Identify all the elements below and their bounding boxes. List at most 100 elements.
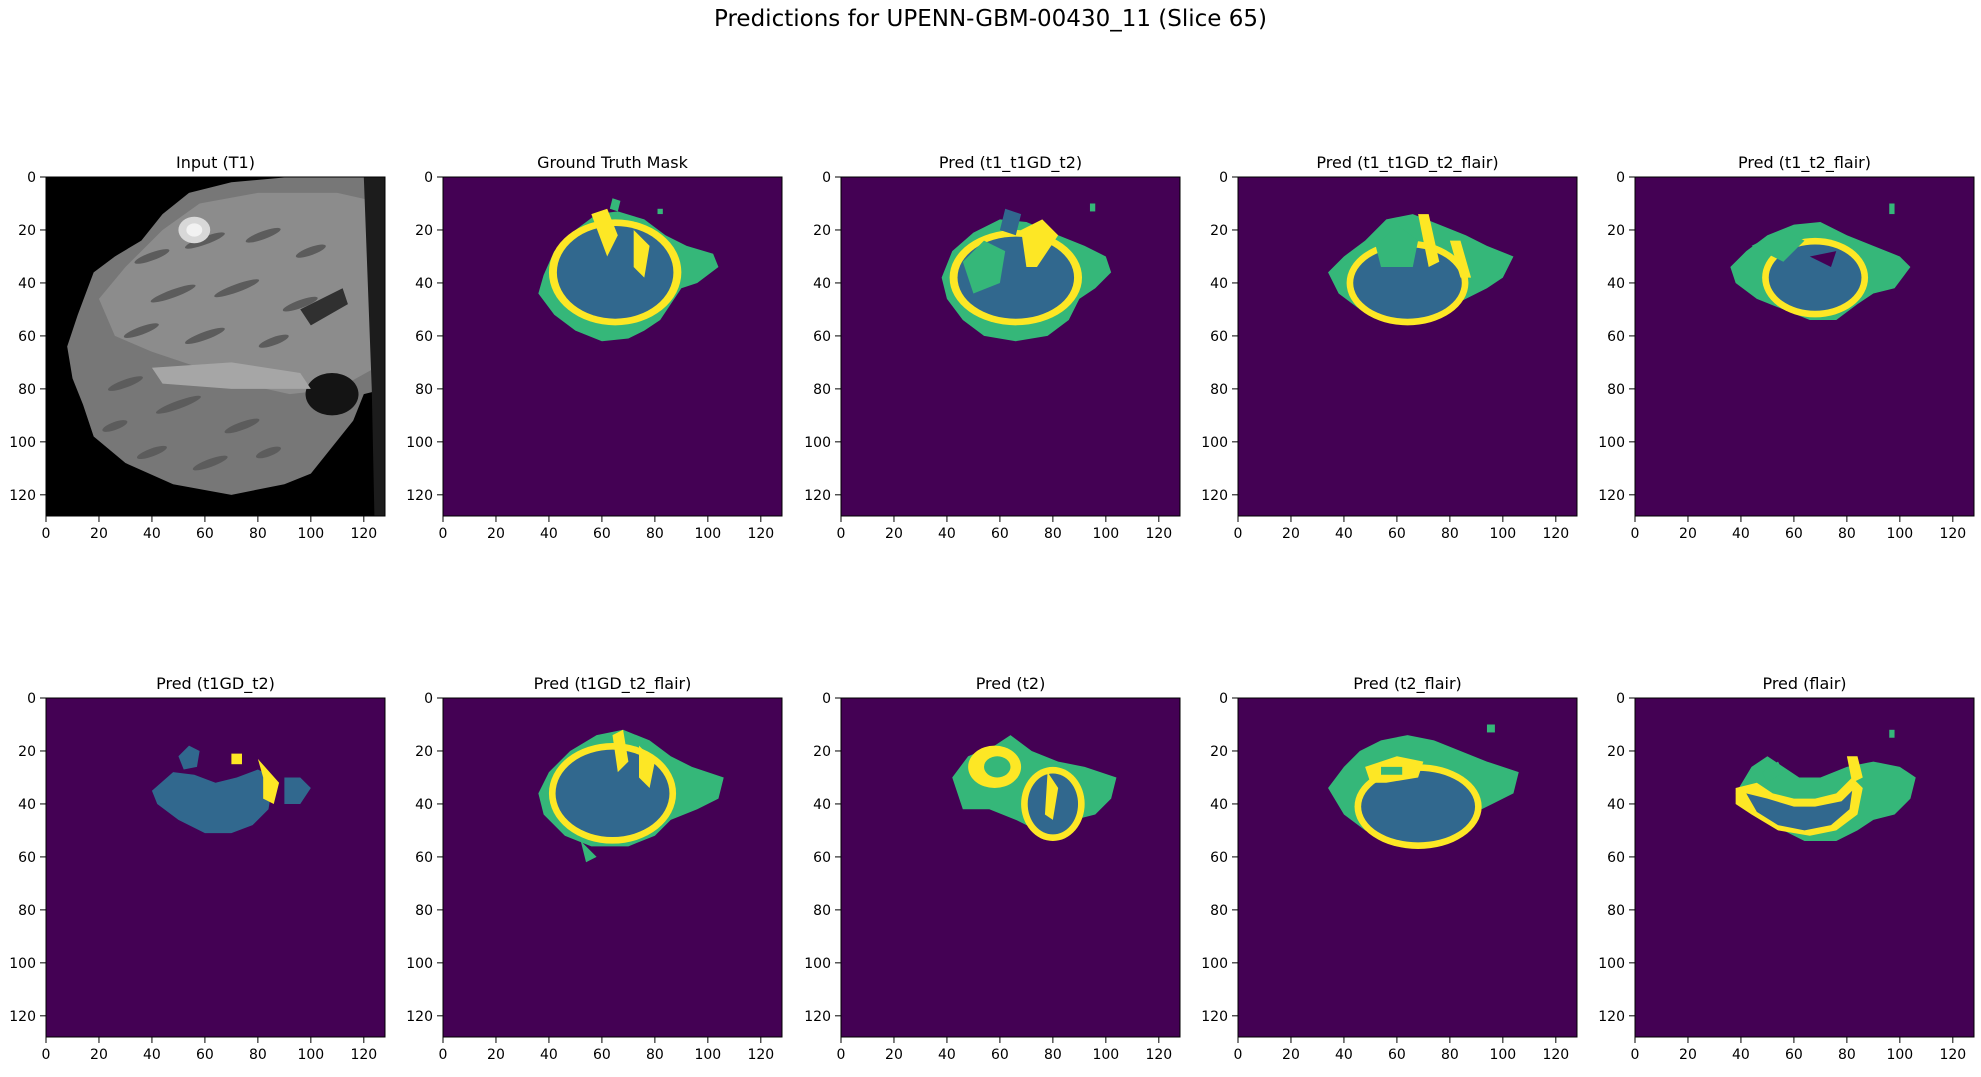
y-tick-label: 120 bbox=[804, 488, 831, 504]
x-tick-label: 80 bbox=[1044, 1047, 1062, 1063]
x-tick-label: 80 bbox=[1838, 1047, 1856, 1063]
panel-image: 0 20 40 60 80 100 120 0 20 40 60 80 100 120 bbox=[406, 691, 783, 1063]
y-tick-label: 40 bbox=[415, 276, 433, 292]
x-tick-label: 0 bbox=[837, 1047, 846, 1063]
x-tick-label: 60 bbox=[196, 1047, 214, 1063]
panel-title: Pred (t2) bbox=[975, 674, 1046, 693]
y-tick-label: 40 bbox=[415, 797, 433, 813]
axes-frame bbox=[1634, 176, 1975, 517]
x-tick-label: 60 bbox=[1388, 526, 1406, 542]
x-tick-label: 0 bbox=[837, 526, 846, 542]
x-tick-label: 120 bbox=[1939, 1047, 1966, 1063]
x-tick-label: 120 bbox=[350, 526, 377, 542]
y-tick-label: 100 bbox=[9, 956, 36, 972]
x-tick-label: 40 bbox=[143, 526, 161, 542]
y-tick-label: 60 bbox=[1607, 329, 1625, 345]
y-tick-label: 40 bbox=[18, 276, 36, 292]
y-tick-label: 0 bbox=[1219, 170, 1228, 186]
y-tick-label: 60 bbox=[1210, 329, 1228, 345]
x-tick-label: 120 bbox=[1145, 526, 1172, 542]
y-tick-label: 120 bbox=[406, 1009, 433, 1025]
x-tick-label: 100 bbox=[297, 1047, 324, 1063]
x-tick-label: 60 bbox=[593, 526, 611, 542]
x-tick-label: 20 bbox=[885, 526, 903, 542]
y-tick-label: 80 bbox=[1607, 903, 1625, 919]
x-tick-label: 0 bbox=[1234, 1047, 1243, 1063]
x-tick-label: 20 bbox=[1282, 526, 1300, 542]
image-content bbox=[841, 698, 1180, 1037]
image-content bbox=[443, 177, 782, 516]
x-tick-label: 20 bbox=[1679, 1047, 1697, 1063]
x-tick-label: 20 bbox=[487, 526, 505, 542]
x-tick-label: 100 bbox=[1092, 1047, 1119, 1063]
image-content bbox=[1238, 698, 1577, 1037]
y-tick-label: 20 bbox=[415, 223, 433, 239]
x-tick-label: 80 bbox=[646, 526, 664, 542]
panel-title: Pred (t2_flair) bbox=[1353, 674, 1462, 693]
panel-image: 0 20 40 60 80 100 120 0 20 40 60 80 100 120 bbox=[804, 170, 1181, 542]
x-tick-label: 0 bbox=[1234, 526, 1243, 542]
x-tick-label: 120 bbox=[1145, 1047, 1172, 1063]
y-tick-label: 40 bbox=[813, 276, 831, 292]
x-tick-label: 60 bbox=[991, 1047, 1009, 1063]
y-tick-label: 20 bbox=[1607, 744, 1625, 760]
y-tick-label: 0 bbox=[1616, 170, 1625, 186]
panel-title: Pred (flair) bbox=[1762, 674, 1847, 693]
x-tick-label: 80 bbox=[1838, 526, 1856, 542]
y-tick-label: 60 bbox=[18, 850, 36, 866]
panel-image: 0 20 40 60 80 100 120 0 20 40 60 80 100 120 bbox=[1201, 170, 1578, 542]
panel-title: Pred (t1GD_t2) bbox=[156, 674, 275, 693]
x-tick-label: 100 bbox=[1489, 1047, 1516, 1063]
x-tick-label: 40 bbox=[1335, 1047, 1353, 1063]
axes-frame bbox=[1237, 697, 1578, 1038]
panel-image: 0 20 40 60 80 100 120 0 20 40 60 80 100 120 bbox=[804, 691, 1181, 1063]
y-tick-label: 100 bbox=[804, 956, 831, 972]
y-tick-label: 20 bbox=[1210, 744, 1228, 760]
y-tick-label: 80 bbox=[813, 382, 831, 398]
y-tick-label: 60 bbox=[1607, 850, 1625, 866]
y-tick-label: 20 bbox=[1607, 223, 1625, 239]
y-tick-label: 20 bbox=[18, 744, 36, 760]
y-tick-label: 0 bbox=[27, 691, 36, 707]
axes-frame bbox=[442, 697, 783, 1038]
panel-image: 0 20 40 60 80 100 120 0 20 40 60 80 100 120 bbox=[9, 691, 386, 1063]
y-tick-label: 100 bbox=[804, 435, 831, 451]
y-tick-label: 0 bbox=[1219, 691, 1228, 707]
y-tick-label: 40 bbox=[1607, 276, 1625, 292]
x-tick-label: 100 bbox=[1489, 526, 1516, 542]
x-tick-label: 0 bbox=[42, 526, 51, 542]
x-tick-label: 40 bbox=[1732, 1047, 1750, 1063]
panel-image: 0 20 40 60 80 100 120 0 20 40 60 80 100 120 bbox=[9, 170, 386, 542]
image-content bbox=[443, 698, 782, 1037]
x-tick-label: 60 bbox=[593, 1047, 611, 1063]
image-content bbox=[46, 177, 385, 516]
x-tick-label: 80 bbox=[1044, 526, 1062, 542]
x-tick-label: 80 bbox=[1441, 526, 1459, 542]
axes-frame bbox=[45, 697, 386, 1038]
x-tick-label: 100 bbox=[1886, 1047, 1913, 1063]
y-tick-label: 120 bbox=[406, 488, 433, 504]
x-tick-label: 20 bbox=[1679, 526, 1697, 542]
y-tick-label: 20 bbox=[813, 744, 831, 760]
x-tick-label: 80 bbox=[249, 1047, 267, 1063]
y-tick-label: 120 bbox=[1598, 1009, 1625, 1025]
y-tick-label: 100 bbox=[1201, 435, 1228, 451]
y-tick-label: 20 bbox=[18, 223, 36, 239]
panel-title: Pred (t1_t1GD_t2) bbox=[938, 153, 1083, 172]
panel-image: 0 20 40 60 80 100 120 0 20 40 60 80 100 120 bbox=[1598, 691, 1975, 1063]
y-tick-label: 120 bbox=[1201, 488, 1228, 504]
x-tick-label: 20 bbox=[1282, 1047, 1300, 1063]
x-tick-label: 80 bbox=[1441, 1047, 1459, 1063]
x-tick-label: 120 bbox=[1542, 1047, 1569, 1063]
axes-frame bbox=[1237, 176, 1578, 517]
image-content bbox=[1635, 698, 1974, 1037]
y-tick-label: 20 bbox=[813, 223, 831, 239]
x-tick-label: 40 bbox=[1335, 526, 1353, 542]
y-tick-label: 120 bbox=[9, 1009, 36, 1025]
x-tick-label: 120 bbox=[747, 1047, 774, 1063]
y-tick-label: 60 bbox=[415, 329, 433, 345]
x-tick-label: 120 bbox=[350, 1047, 377, 1063]
x-tick-label: 0 bbox=[439, 1047, 448, 1063]
y-tick-label: 120 bbox=[1598, 488, 1625, 504]
axes-frame bbox=[840, 176, 1181, 517]
